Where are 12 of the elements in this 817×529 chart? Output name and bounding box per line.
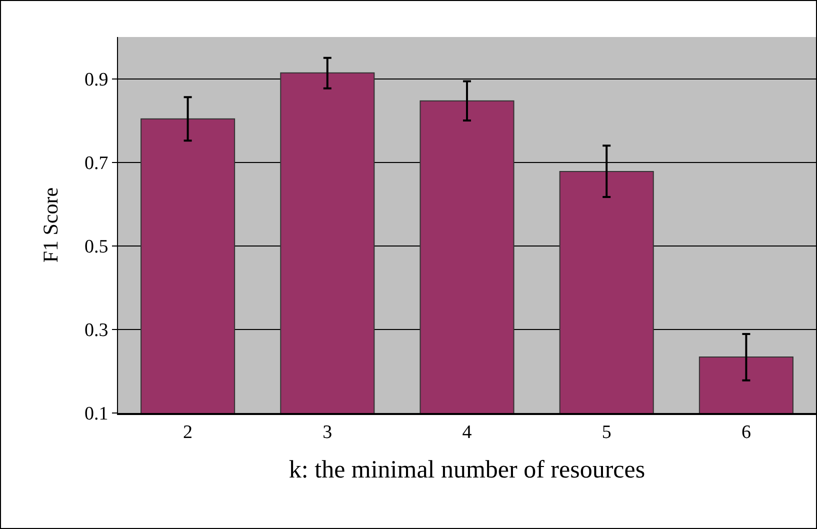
x-tick-label: 2 — [183, 422, 193, 443]
x-tick-label: 6 — [741, 422, 751, 443]
y-axis-title: F1 Score — [38, 187, 63, 263]
y-tick-label: 0.9 — [84, 69, 108, 90]
x-tick-label: 5 — [602, 422, 612, 443]
x-axis-title: k: the minimal number of resources — [288, 456, 646, 484]
y-tick-label: 0.3 — [84, 320, 108, 342]
y-tick-label: 0.7 — [84, 152, 108, 174]
x-tick-label: 4 — [462, 422, 472, 443]
x-tick-label: 3 — [322, 422, 332, 443]
y-tick-label: 0.5 — [84, 236, 108, 258]
y-tick-label: 0.1 — [84, 404, 108, 425]
